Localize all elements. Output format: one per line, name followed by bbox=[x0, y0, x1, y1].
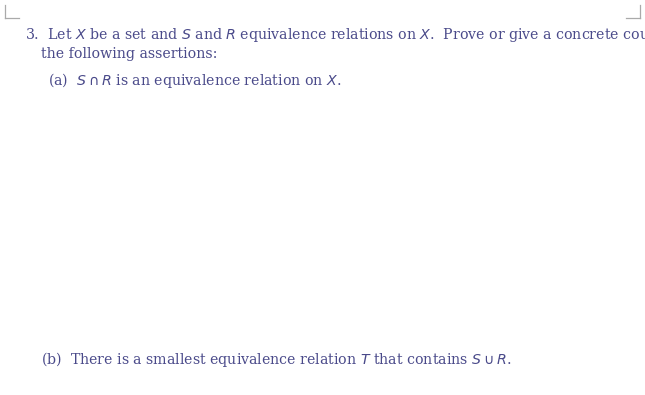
Text: the following assertions:: the following assertions: bbox=[41, 47, 217, 61]
Text: 3.  Let $X$ be a set and $S$ and $R$ equivalence relations on $X$.  Prove or giv: 3. Let $X$ be a set and $S$ and $R$ equi… bbox=[25, 26, 645, 44]
Text: (b)  There is a smallest equivalence relation $T$ that contains $S \cup R$.: (b) There is a smallest equivalence rela… bbox=[41, 350, 511, 369]
Text: (a)  $S \cap R$ is an equivalence relation on $X$.: (a) $S \cap R$ is an equivalence relatio… bbox=[48, 71, 342, 90]
